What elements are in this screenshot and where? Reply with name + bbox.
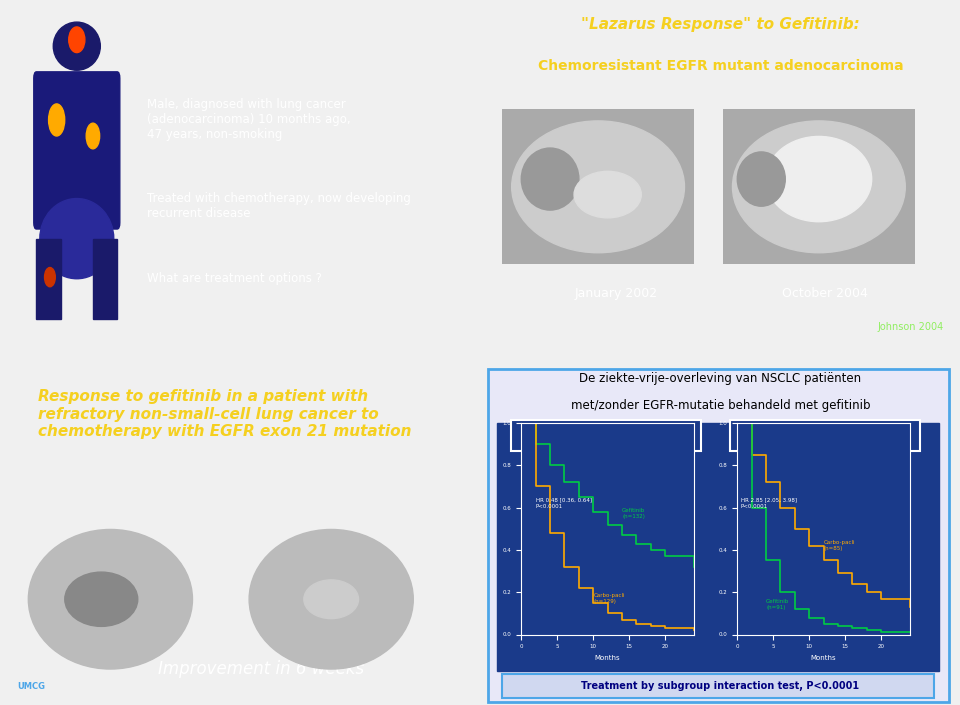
Ellipse shape [69,27,84,53]
Ellipse shape [44,267,56,287]
FancyBboxPatch shape [34,72,120,229]
Ellipse shape [766,136,872,221]
Ellipse shape [29,529,192,669]
Text: Treatment by subgroup interaction test, P<0.0001: Treatment by subgroup interaction test, … [582,681,859,691]
Text: October 2004: October 2004 [782,287,868,300]
Text: HR 0.48 [0.36, 0.64]
P<0.0001: HR 0.48 [0.36, 0.64] P<0.0001 [536,498,591,508]
Text: January 2002: January 2002 [574,287,658,300]
Ellipse shape [64,572,138,626]
Text: Improvement in 6 weeks: Improvement in 6 weeks [158,660,365,678]
Text: Gefitinib
(n=91): Gefitinib (n=91) [766,599,789,610]
Text: EGFR mut +: EGFR mut + [574,431,639,441]
Ellipse shape [250,529,413,669]
Bar [93,238,117,319]
FancyBboxPatch shape [497,424,939,670]
Text: Chemoresistant EGFR mutant adenocarcinoma: Chemoresistant EGFR mutant adenocarcinom… [538,59,903,73]
Ellipse shape [39,199,114,278]
Text: UMCG: UMCG [17,682,45,691]
Ellipse shape [86,123,100,149]
Text: Carbo-pacli
(n=85): Carbo-pacli (n=85) [824,540,855,551]
Ellipse shape [732,121,905,253]
Text: Carbo-pacli
(n=129): Carbo-pacli (n=129) [593,593,625,603]
Text: Johnson 2004: Johnson 2004 [877,321,944,331]
X-axis label: Months: Months [595,655,620,661]
Ellipse shape [737,152,785,206]
Text: EGFR mut -: EGFR mut - [795,431,855,441]
X-axis label: Months: Months [811,655,836,661]
Ellipse shape [54,22,101,70]
Text: What are treatment options ?: What are treatment options ? [147,272,323,286]
Ellipse shape [574,171,641,218]
Text: Gefitinib
(n=132): Gefitinib (n=132) [622,508,645,519]
FancyBboxPatch shape [488,369,948,701]
Text: met/zonder EGFR-mutatie behandeld met gefitinib: met/zonder EGFR-mutatie behandeld met ge… [571,400,870,412]
Ellipse shape [49,104,64,136]
FancyBboxPatch shape [512,420,702,451]
Text: Response to gefitinib in a patient with
refractory non-small-cell lung cancer to: Response to gefitinib in a patient with … [38,389,412,439]
Ellipse shape [303,580,359,619]
Text: De ziekte-vrije-overleving van NSCLC patiënten: De ziekte-vrije-overleving van NSCLC pat… [580,372,861,385]
FancyBboxPatch shape [502,674,934,698]
Text: HR 2.85 [2.05, 3.98]
P<0.0001: HR 2.85 [2.05, 3.98] P<0.0001 [741,498,797,508]
Text: Male, diagnosed with lung cancer
(adenocarcinoma) 10 months ago,
47 years, non-s: Male, diagnosed with lung cancer (adenoc… [147,98,351,141]
FancyBboxPatch shape [730,420,920,451]
Text: "Lazarus Response" to Gefitinib:: "Lazarus Response" to Gefitinib: [581,18,860,32]
Bar [36,238,60,319]
Ellipse shape [521,148,579,210]
Ellipse shape [512,121,684,253]
Text: Treated with chemotherapy, now developing
recurrent disease: Treated with chemotherapy, now developin… [147,192,411,220]
